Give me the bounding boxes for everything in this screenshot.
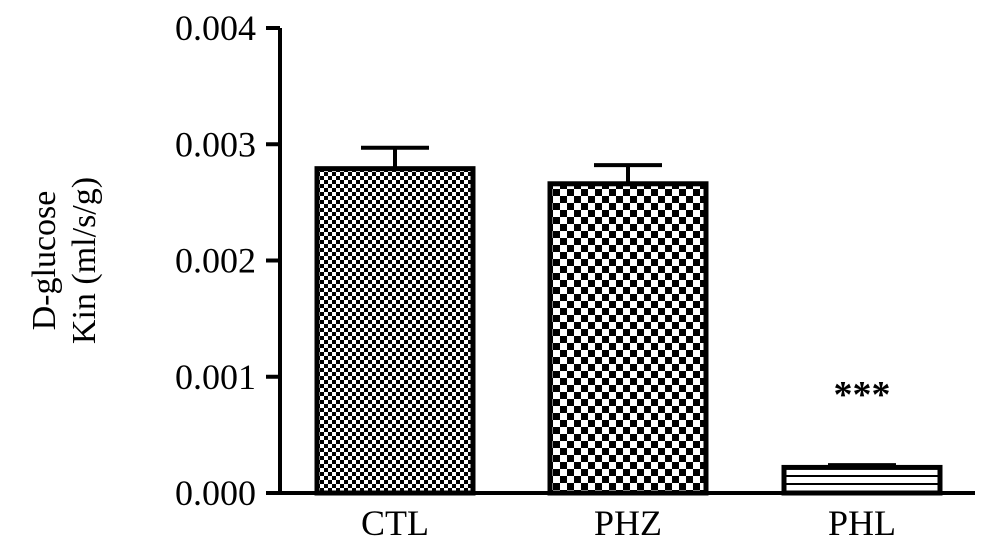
significance-annotation: *** — [834, 374, 891, 416]
x-tick-label-phz: PHZ — [594, 503, 662, 543]
x-tick-label-ctl: CTL — [361, 503, 429, 543]
bar-phz — [547, 181, 709, 496]
x-tick-label-phl: PHL — [828, 503, 896, 543]
y-tick-label: 0.000 — [175, 473, 256, 513]
y-tick-label: 0.004 — [175, 8, 256, 48]
y-axis-label-line: Kin (ml/s/g) — [66, 177, 103, 344]
tick-labels: 0.000 0.001 0.002 0.003 0.004 CTL PHZ PHL *** — [175, 8, 896, 543]
y-axis-label: D-glucose Kin (ml/s/g) — [26, 177, 103, 344]
bar-phl — [781, 464, 943, 496]
bar-ctl — [314, 166, 476, 496]
y-tick-label: 0.002 — [175, 241, 256, 281]
y-tick-label: 0.001 — [175, 357, 256, 397]
y-tick-label: 0.003 — [175, 124, 256, 164]
bars — [314, 145, 943, 496]
y-axis-label-line: D-glucose — [26, 191, 63, 331]
